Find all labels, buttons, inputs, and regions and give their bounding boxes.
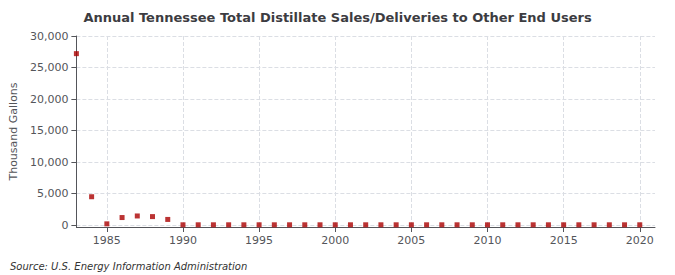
svg-text:0: 0: [61, 219, 68, 232]
svg-text:1990: 1990: [169, 234, 197, 247]
svg-text:25,000: 25,000: [30, 61, 69, 74]
svg-text:Thousand Gallons: Thousand Gallons: [7, 82, 20, 181]
svg-text:2015: 2015: [550, 234, 578, 247]
svg-text:2010: 2010: [474, 234, 502, 247]
svg-text:1995: 1995: [245, 234, 273, 247]
svg-text:1985: 1985: [93, 234, 121, 247]
svg-text:2020: 2020: [626, 234, 654, 247]
svg-text:2005: 2005: [397, 234, 425, 247]
svg-text:10,000: 10,000: [30, 156, 69, 169]
svg-text:15,000: 15,000: [30, 124, 69, 137]
svg-text:30,000: 30,000: [30, 30, 69, 43]
svg-text:5,000: 5,000: [37, 187, 69, 200]
svg-text:Source: U.S. Energy Informatio: Source: U.S. Energy Information Administ…: [10, 261, 247, 272]
svg-text:20,000: 20,000: [30, 93, 69, 106]
svg-text:2000: 2000: [321, 234, 349, 247]
svg-text:Annual Tennessee Total Distill: Annual Tennessee Total Distillate Sales/…: [83, 10, 592, 25]
